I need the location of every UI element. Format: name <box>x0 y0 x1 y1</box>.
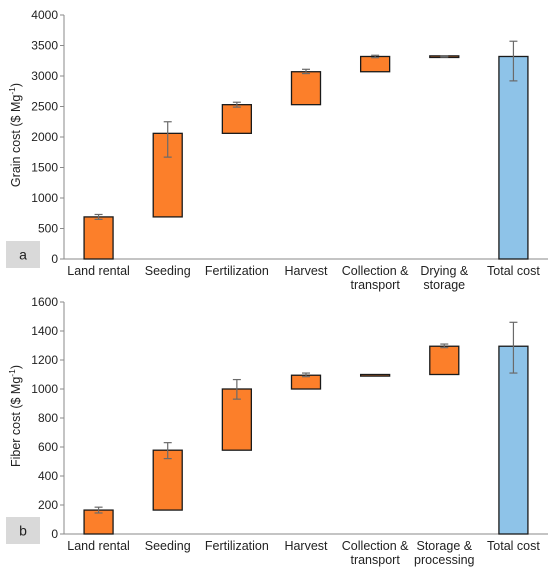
waterfall-bar <box>221 104 253 134</box>
total-bar <box>498 345 529 535</box>
category-label: Fertilization <box>205 539 269 553</box>
y-axis-label-sup: -1 <box>7 87 17 95</box>
y-tick-label: 1000 <box>31 382 58 396</box>
category-label-line: storage <box>423 278 465 292</box>
panel-tag-label: b <box>19 523 27 539</box>
category-label: Seeding <box>145 539 191 553</box>
category-label: Collection & transport <box>342 264 409 292</box>
y-tick-label: 3000 <box>31 69 58 83</box>
panel-tag-box <box>6 241 40 268</box>
category-label-line: Fertilization <box>205 539 269 553</box>
chart-panel-a: 0 500 1000 1500 2000 2500 3000 3500 4000 Grain co… <box>6 8 548 292</box>
total-bar <box>498 55 529 260</box>
y-tick-label: 1200 <box>31 353 58 367</box>
category-label-line: Drying & <box>420 264 469 278</box>
y-axis-label-main: Grain cost ($ Mg <box>9 95 23 187</box>
y-axis-label-sup: -1 <box>7 369 17 377</box>
category-label: Land rental <box>67 539 130 553</box>
category-label: Harvest <box>284 539 328 553</box>
chart-panel-b: 0 200 400 600 800 1000 1200 1400 1600 Fiber cost … <box>6 295 548 567</box>
waterfall-bar <box>83 509 114 535</box>
category-label: Total cost <box>487 264 540 278</box>
waterfall-bar <box>359 55 391 73</box>
category-label: Harvest <box>284 264 328 278</box>
waterfall-bar <box>359 373 391 377</box>
category-label-line: Total cost <box>487 539 540 553</box>
y-axis-label: Grain cost ($ Mg-1) <box>7 83 23 187</box>
y-tick-label: 1600 <box>31 295 58 309</box>
y-tick-label: 0 <box>51 527 58 541</box>
category-label-line: Total cost <box>487 264 540 278</box>
y-tick-label: 4000 <box>31 8 58 22</box>
waterfall-bar <box>429 345 460 376</box>
category-label-line: Seeding <box>145 264 191 278</box>
category-label-line: processing <box>414 553 474 567</box>
panel-tag-label: a <box>19 247 27 263</box>
y-axis-label-end: ) <box>9 83 23 87</box>
category-label-line: Seeding <box>145 539 191 553</box>
category-label-line: Storage & <box>416 539 472 553</box>
y-tick-label: 2000 <box>31 130 58 144</box>
y-axis-label-main: Fiber cost ($ Mg <box>9 377 23 467</box>
y-tick-label: 500 <box>38 222 58 236</box>
y-tick-label: 1500 <box>31 161 58 175</box>
category-label: Seeding <box>145 264 191 278</box>
category-label-line: transport <box>350 553 400 567</box>
y-tick-label: 400 <box>38 469 58 483</box>
category-label: Fertilization <box>205 264 269 278</box>
category-label: Storage & processing <box>414 539 474 567</box>
category-label-line: transport <box>350 278 400 292</box>
y-axis-label-end: ) <box>9 365 23 369</box>
category-label: Total cost <box>487 539 540 553</box>
category-label-line: Harvest <box>284 539 328 553</box>
y-tick-label: 3500 <box>31 39 58 53</box>
waterfall-bar <box>290 374 322 390</box>
category-label: Collection & transport <box>342 539 409 567</box>
waterfall-bar <box>83 216 114 260</box>
panel-tag-box <box>6 517 40 544</box>
category-label-line: Fertilization <box>205 264 269 278</box>
y-tick-label: 600 <box>38 440 58 454</box>
category-label-line: Harvest <box>284 264 328 278</box>
y-tick-label: 2500 <box>31 100 58 114</box>
category-label: Land rental <box>67 264 130 278</box>
category-label-line: Land rental <box>67 539 130 553</box>
category-label: Drying & storage <box>420 264 469 292</box>
y-tick-label: 1000 <box>31 191 58 205</box>
y-tick-label: 800 <box>38 411 58 425</box>
y-tick-label: 1400 <box>31 324 58 338</box>
y-tick-label: 0 <box>51 252 58 266</box>
y-axis-label: Fiber cost ($ Mg-1) <box>7 365 23 467</box>
category-label-line: Land rental <box>67 264 130 278</box>
category-label-line: Collection & <box>342 264 409 278</box>
category-label-line: Collection & <box>342 539 409 553</box>
waterfall-bar <box>290 71 322 106</box>
waterfall-bar <box>152 449 183 511</box>
y-tick-label: 200 <box>38 498 58 512</box>
